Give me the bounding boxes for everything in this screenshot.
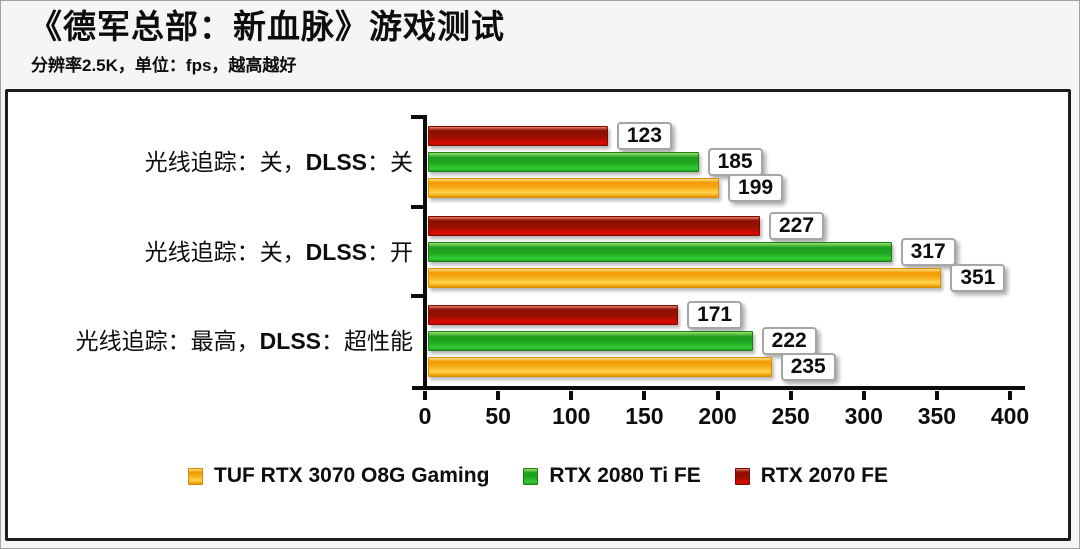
bar	[428, 215, 760, 236]
subtitle-text: ，越高越好	[211, 56, 297, 75]
x-tick	[861, 391, 866, 400]
legend-item: RTX 2080 Ti FE	[523, 464, 701, 488]
category-label-text: DLSS	[305, 148, 367, 175]
bar	[428, 331, 753, 352]
category-label-text: DLSS	[259, 328, 321, 355]
category-label-text: ：关	[367, 149, 413, 175]
y-axis-tick	[411, 204, 427, 209]
y-axis-line	[423, 117, 427, 390]
x-tick	[423, 391, 427, 400]
bar	[428, 125, 608, 146]
category-label: 光线追踪：关，DLSS：开	[8, 237, 413, 267]
value-label: 222	[761, 327, 817, 356]
category-label-text: DLSS	[305, 238, 367, 265]
legend-label: TUF RTX 3070 O8G Gaming	[214, 464, 490, 487]
chart-legend: TUF RTX 3070 O8G Gaming RTX 2080 Ti FE RTX…	[8, 464, 1068, 488]
chart-frame: 0 50 100 150 200 250 300 350 400 光线追踪：关，DLSS：关 123…	[5, 89, 1071, 541]
bar	[428, 177, 720, 198]
x-tick	[788, 391, 793, 400]
category-label-text: ：超性能	[321, 329, 413, 355]
value-label: 227	[768, 211, 825, 240]
x-tick	[496, 391, 501, 400]
category-label-text: 光线追踪：最高，	[75, 329, 260, 355]
legend-swatch	[734, 467, 750, 485]
legend-item: RTX 2070 FE	[734, 464, 888, 488]
x-tick-label: 400	[990, 403, 1030, 429]
x-tick-label: 200	[698, 403, 737, 429]
x-tick-label: 350	[917, 403, 957, 429]
value-label: 235	[780, 353, 836, 382]
x-tick-label: 50	[485, 403, 511, 429]
value-label: 171	[687, 301, 743, 330]
x-tick	[934, 391, 939, 400]
x-tick	[1008, 391, 1012, 400]
value-label: 317	[900, 237, 956, 266]
x-axis-line	[412, 386, 1025, 390]
value-label: 123	[616, 121, 672, 150]
bar	[428, 305, 679, 326]
category-label-text: 光线追踪：关，	[144, 149, 306, 175]
bar	[428, 151, 699, 172]
x-tick	[569, 391, 574, 400]
subtitle-text: 2.5K	[82, 56, 118, 75]
legend-label: RTX 2080 Ti FE	[549, 464, 701, 487]
category-label: 光线追踪：关，DLSS：关	[8, 147, 413, 177]
legend-item: TUF RTX 3070 O8G Gaming	[188, 464, 489, 488]
x-tick-label: 0	[418, 403, 432, 429]
legend-swatch	[523, 467, 539, 485]
chart-subtitle: 分辨率2.5K，单位：fps，越高越好	[31, 56, 296, 76]
y-axis-tick	[411, 115, 427, 119]
plot-area: 0 50 100 150 200 250 300 350 400 光线追踪：关，DLSS：关 123…	[8, 92, 1068, 538]
bar	[428, 357, 772, 378]
bar	[428, 241, 892, 262]
subtitle-text: 分辨率	[31, 56, 82, 75]
x-tick	[642, 391, 647, 400]
x-tick-label: 300	[844, 403, 883, 429]
category-label: 光线追踪：最高，DLSS：超性能	[8, 326, 413, 356]
chart-title: 《德军总部：新血脉》游戏测试	[29, 10, 505, 46]
value-label: 185	[707, 147, 763, 176]
x-tick-label: 150	[625, 403, 664, 429]
x-tick-label: 250	[771, 403, 810, 429]
subtitle-text: ，单位：	[117, 56, 186, 75]
bar	[428, 267, 942, 288]
category-label-text: 光线追踪：关，	[144, 239, 306, 265]
x-tick	[715, 391, 720, 400]
subtitle-text: fps	[185, 56, 212, 75]
legend-label: RTX 2070 FE	[760, 464, 888, 487]
value-label: 351	[950, 263, 1006, 292]
value-label: 199	[728, 173, 784, 202]
y-axis-tick	[411, 294, 427, 299]
x-tick-label: 100	[552, 403, 591, 429]
legend-swatch	[188, 467, 203, 485]
category-label-text: ：开	[367, 239, 413, 265]
